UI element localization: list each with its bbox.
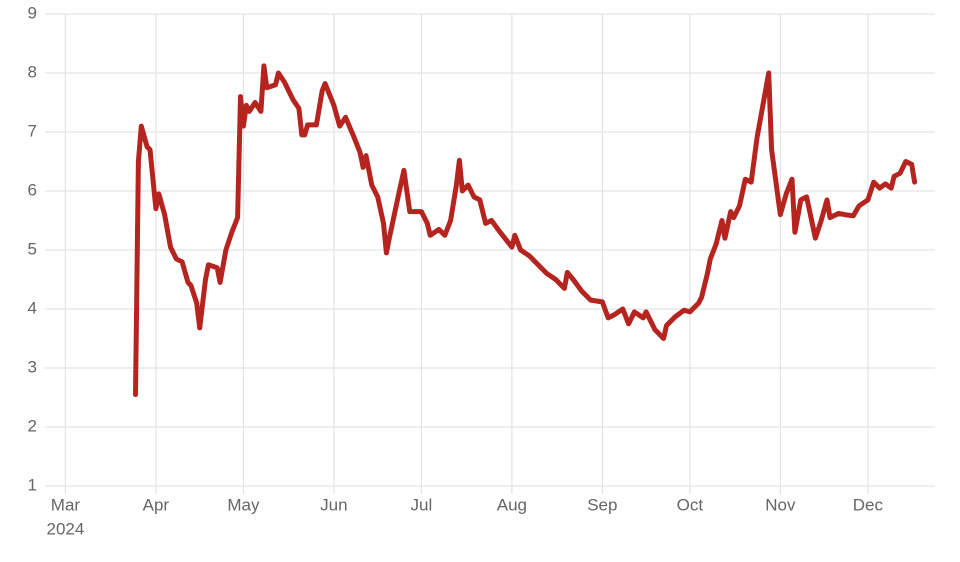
y-tick-label: 2 [28,416,37,435]
x-tick-label: Sep [587,495,617,514]
x-tick-label: Oct [677,495,704,514]
x-tick-label: Mar [51,495,81,514]
y-tick-label: 9 [28,3,37,22]
x-tick-label: Nov [765,495,796,514]
x-tick-label: Jun [320,495,347,514]
data-line [133,63,918,398]
x-tick-label: Apr [143,495,170,514]
x-year-label: 2024 [47,519,85,538]
x-tick-label: Aug [497,495,527,514]
y-tick-label: 4 [28,298,37,317]
x-tick-label: Jul [411,495,433,514]
y-tick-label: 6 [28,180,37,199]
y-tick-label: 7 [28,121,37,140]
y-tick-label: 5 [28,239,37,258]
y-tick-label: 3 [28,357,37,376]
x-tick-label: May [227,495,260,514]
y-tick-label: 8 [28,62,37,81]
y-tick-label: 1 [28,475,37,494]
x-tick-label: Dec [853,495,884,514]
